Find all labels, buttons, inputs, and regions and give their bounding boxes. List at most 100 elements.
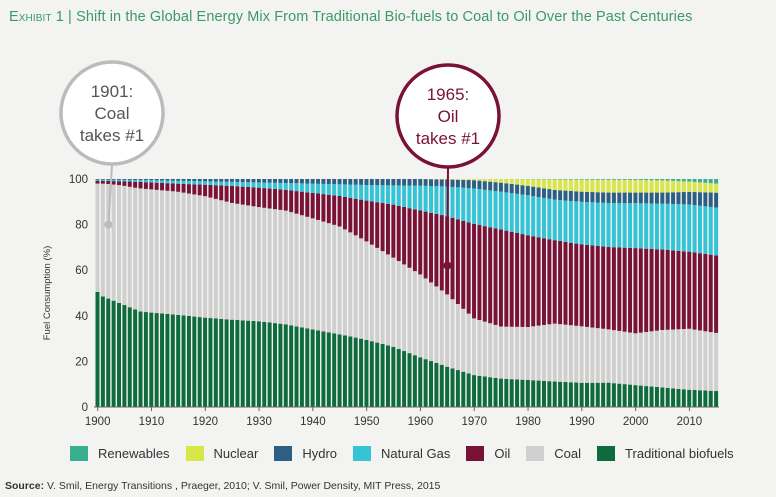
bar-oil-1959 [412, 209, 417, 272]
bar-hydro-1975 [498, 182, 503, 192]
bar-traditional-biofuels-1931 [262, 321, 267, 407]
bar-hydro-1951 [369, 179, 374, 186]
bar-hydro-1940 [310, 179, 315, 184]
bar-oil-1972 [482, 226, 487, 322]
bar-traditional-biofuels-1907 [133, 309, 138, 407]
bar-hydro-1908 [138, 179, 143, 181]
bar-oil-1929 [251, 187, 256, 207]
bar-coal-1923 [219, 200, 224, 319]
bar-traditional-biofuels-1952 [375, 342, 380, 407]
bar-coal-1933 [273, 209, 277, 324]
y-tick-label-60: 60 [75, 265, 88, 277]
bar-coal-1906 [127, 186, 132, 308]
bar-traditional-biofuels-1925 [229, 319, 234, 407]
bar-natural-gas-1925 [229, 181, 234, 186]
bar-natural-gas-1947 [348, 184, 353, 198]
bar-traditional-biofuels-1972 [482, 376, 487, 407]
bar-traditional-biofuels-1999 [628, 384, 633, 407]
bar-coal-1941 [316, 219, 321, 331]
bar-natural-gas-1900 [95, 179, 100, 181]
bar-traditional-biofuels-1959 [412, 355, 417, 407]
annotation-text-0-1: Coal [95, 104, 130, 123]
bar-hydro-1926 [235, 179, 240, 182]
bar-oil-1964 [439, 215, 444, 291]
legend-swatch-nuclear [185, 445, 204, 461]
bar-traditional-biofuels-1969 [466, 373, 471, 407]
source-label: Source: [5, 480, 45, 492]
bar-natural-gas-1955 [391, 185, 396, 205]
bar-coal-1916 [181, 192, 186, 316]
bar-oil-1976 [504, 230, 509, 327]
bar-traditional-biofuels-1997 [617, 383, 622, 407]
bar-traditional-biofuels-1945 [337, 334, 342, 407]
bar-coal-1917 [186, 193, 191, 317]
bar-nuclear-1998 [622, 179, 627, 193]
bar-hydro-1958 [407, 179, 412, 186]
bar-traditional-biofuels-1912 [160, 313, 165, 407]
bar-nuclear-1975 [498, 179, 503, 183]
bar-renewables-2012 [697, 179, 702, 183]
bar-natural-gas-1960 [418, 185, 423, 211]
bar-natural-gas-1935 [283, 183, 288, 190]
bar-natural-gas-1941 [316, 183, 321, 194]
bar-traditional-biofuels-1977 [509, 379, 514, 407]
bar-traditional-biofuels-1923 [219, 318, 224, 407]
exhibit-label: Exhibit 1 [9, 9, 64, 25]
bar-coal-1991 [585, 326, 589, 383]
bar-natural-gas-1959 [412, 185, 417, 210]
bar-renewables-2007 [671, 179, 676, 181]
bar-coal-1976 [504, 326, 509, 379]
bar-traditional-biofuels-1993 [595, 382, 600, 407]
bar-natural-gas-1908 [138, 180, 143, 182]
bar-coal-1925 [229, 202, 234, 320]
bar-coal-1940 [310, 218, 315, 330]
bar-nuclear-1973 [488, 179, 493, 182]
bar-nuclear-1974 [493, 179, 498, 183]
bar-oil-1927 [240, 186, 245, 205]
bar-traditional-biofuels-1995 [606, 382, 611, 407]
bar-natural-gas-1917 [186, 180, 191, 185]
bar-traditional-biofuels-1994 [601, 382, 606, 407]
bar-oil-1947 [348, 197, 353, 233]
bar-oil-2015 [714, 255, 719, 333]
bar-hydro-1970 [472, 180, 477, 189]
bar-traditional-biofuels-2012 [697, 390, 702, 407]
bar-traditional-biofuels-2005 [660, 387, 665, 407]
bar-hydro-1925 [229, 179, 234, 182]
bar-coal-1995 [606, 329, 611, 383]
bar-oil-1979 [520, 234, 525, 327]
bar-traditional-biofuels-1940 [310, 329, 315, 407]
bar-nuclear-1990 [579, 179, 584, 192]
bar-natural-gas-1970 [472, 188, 477, 224]
bar-coal-1912 [160, 190, 165, 314]
bar-natural-gas-1981 [531, 196, 536, 237]
bar-oil-1957 [402, 207, 407, 265]
bar-natural-gas-2007 [671, 203, 676, 251]
bar-oil-2005 [660, 249, 665, 330]
bar-traditional-biofuels-1982 [536, 380, 541, 407]
bar-nuclear-1983 [541, 179, 546, 189]
bar-renewables-1998 [622, 179, 627, 180]
bar-renewables-2003 [649, 179, 654, 181]
bar-coal-1924 [224, 201, 229, 320]
bar-traditional-biofuels-1929 [251, 321, 256, 407]
bar-traditional-biofuels-1944 [332, 333, 337, 407]
bar-oil-1940 [310, 192, 315, 219]
bar-oil-1925 [229, 185, 234, 203]
bar-oil-1960 [418, 210, 423, 275]
bar-coal-1959 [412, 271, 417, 356]
bar-hydro-1960 [418, 179, 423, 186]
annotation-text-1-2: takes #1 [416, 129, 480, 148]
bar-traditional-biofuels-1933 [273, 323, 277, 407]
bar-oil-1983 [541, 238, 546, 325]
bar-hydro-1901 [100, 179, 105, 180]
bar-coal-1937 [294, 213, 299, 327]
bar-coal-1920 [203, 196, 208, 318]
bar-traditional-biofuels-2001 [638, 385, 643, 407]
bar-oil-1991 [585, 244, 589, 327]
bar-oil-2008 [676, 250, 681, 330]
bar-hydro-2012 [697, 192, 702, 206]
bar-nuclear-1967 [455, 179, 460, 180]
bar-nuclear-2013 [703, 182, 708, 193]
bar-hydro-1963 [434, 179, 439, 187]
